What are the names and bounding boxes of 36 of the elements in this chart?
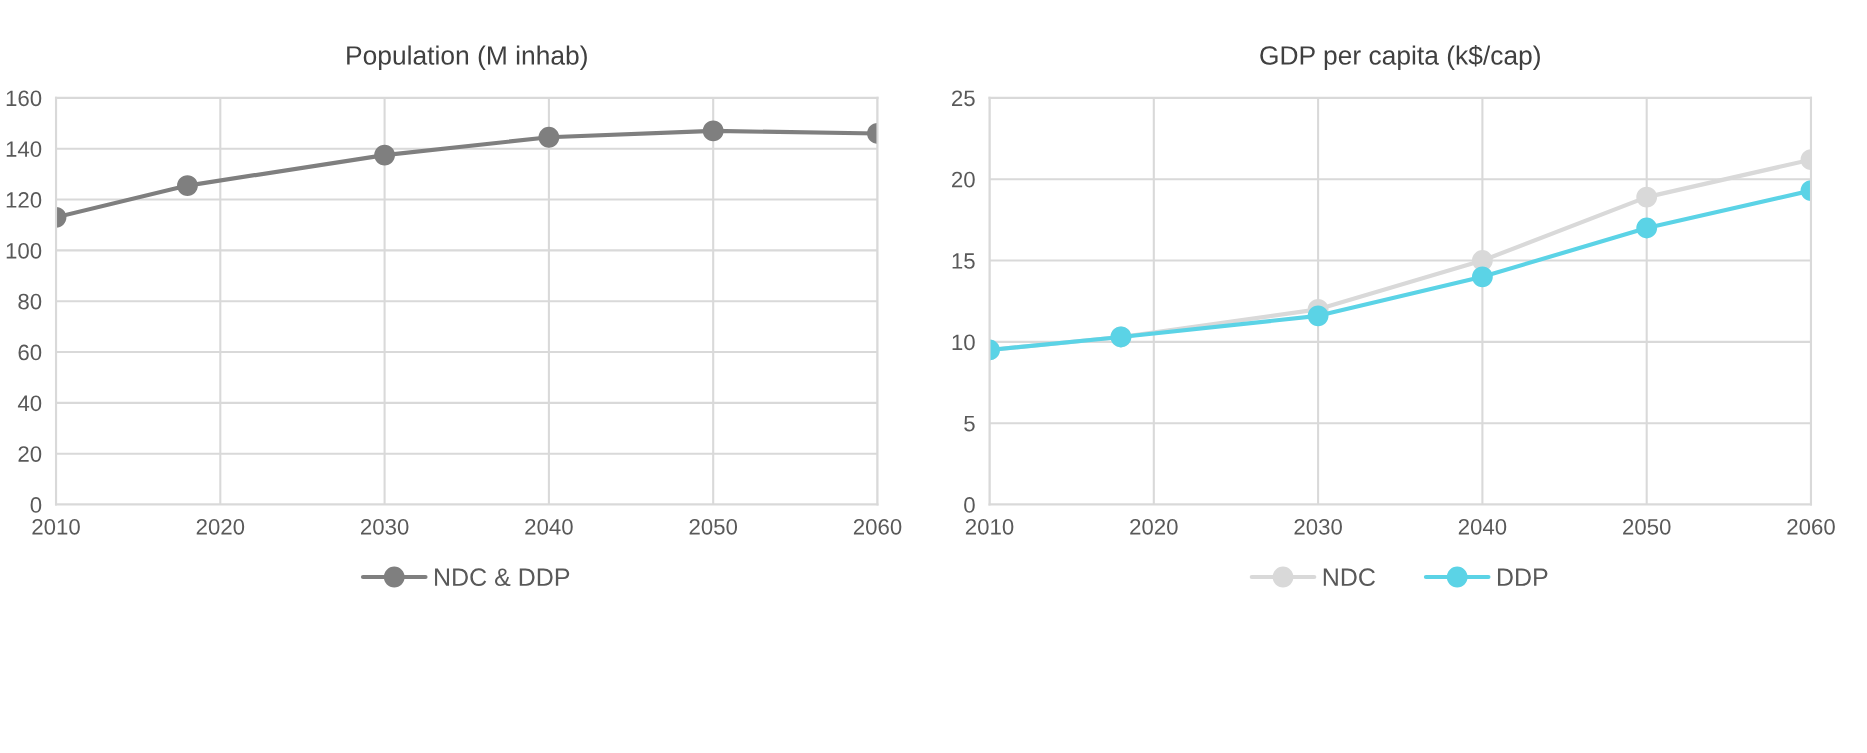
x-tick-label: 2010 — [965, 518, 1014, 535]
x-tick-label: 2040 — [1458, 518, 1507, 535]
x-tick-label: 2020 — [1130, 518, 1178, 535]
x-tick-label: 2040 — [525, 518, 573, 535]
legend-label: NDC — [1323, 568, 1375, 587]
chart-title: GDP per capita (k$/cap) — [1260, 45, 1540, 71]
y-tick-label: 25 — [952, 90, 975, 107]
point — [538, 126, 560, 148]
y-tick-label: 160 — [6, 90, 42, 107]
x-tick-label: 2020 — [196, 518, 245, 535]
y-tick-label: 120 — [6, 192, 42, 208]
x-tick-label: 2050 — [689, 518, 738, 535]
y-tick-label: 0 — [30, 497, 42, 513]
x-tick-label: 2060 — [1787, 518, 1835, 535]
point — [1471, 266, 1493, 288]
y-tick-label: 0 — [964, 497, 975, 513]
x-tick-label: 2030 — [361, 518, 409, 535]
point — [374, 144, 396, 166]
x-tick-label: 2050 — [1623, 518, 1671, 535]
y-tick-label: 20 — [18, 446, 42, 462]
y-tick-label: 40 — [17, 395, 42, 412]
y-tick-label: 5 — [964, 415, 975, 432]
y-tick-label: 20 — [952, 171, 975, 188]
legend-label: NDC & DDP — [435, 568, 570, 587]
y-tick-label: 100 — [6, 242, 42, 259]
legend-label: DDP — [1497, 568, 1548, 586]
y-tick-label: 80 — [18, 293, 42, 310]
y-tick-label: 10 — [952, 334, 975, 351]
y-tick-label: 15 — [952, 253, 975, 269]
y-tick-label: 60 — [18, 344, 42, 361]
x-tick-label: 2010 — [32, 518, 80, 535]
chart-title: Population (M inhab) — [347, 45, 587, 71]
x-tick-label: 2030 — [1294, 518, 1342, 535]
point — [1307, 305, 1329, 327]
x-tick-label: 2060 — [853, 518, 902, 535]
y-tick-label: 140 — [6, 141, 42, 157]
